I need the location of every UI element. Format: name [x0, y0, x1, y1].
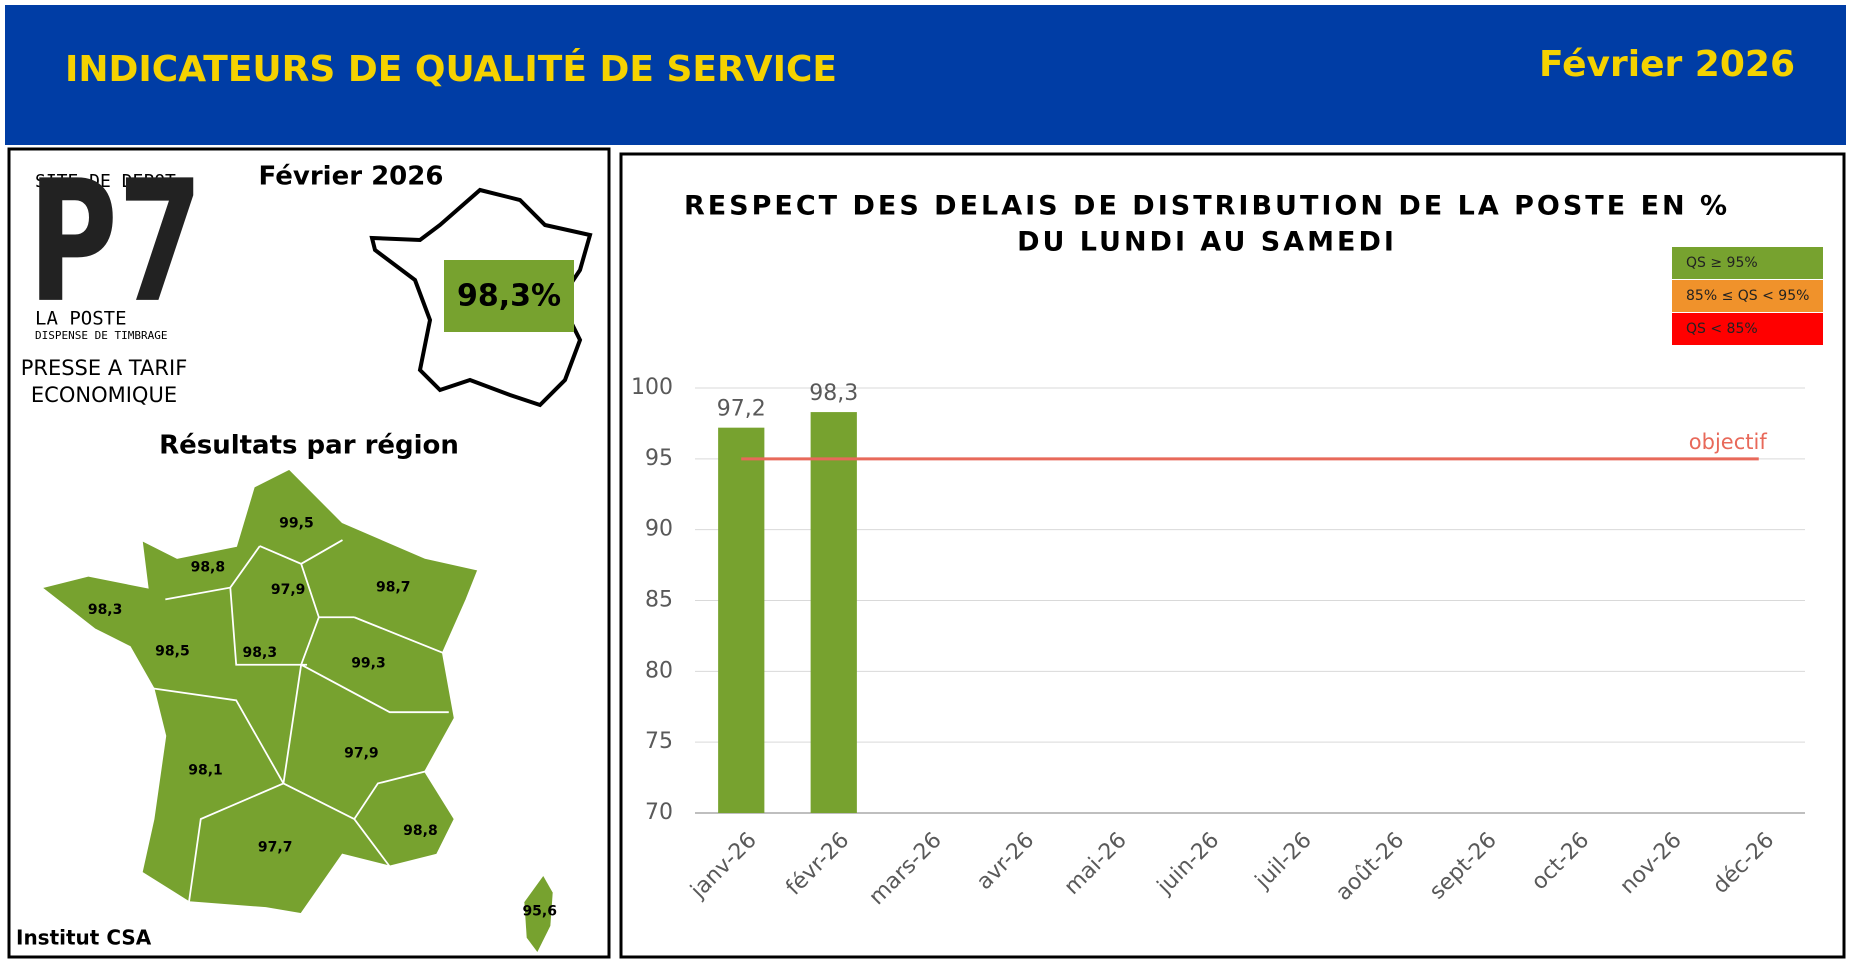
region-value: 98,3: [243, 645, 278, 661]
target-label: objectif: [1689, 430, 1768, 454]
bar: [718, 427, 765, 813]
region-value: 98,5: [155, 644, 190, 660]
region-value: 98,1: [188, 762, 223, 778]
brand: LA POSTE: [35, 308, 127, 330]
bar: [810, 412, 857, 813]
header-bar: [5, 5, 1846, 145]
x-tick-label: sept-26: [1425, 828, 1502, 905]
x-tick-label: juil-26: [1250, 828, 1317, 895]
region-value: 97,9: [271, 582, 306, 598]
corsica: [524, 876, 553, 952]
region-value: 99,5: [279, 515, 314, 531]
regions-title: Résultats par région: [159, 431, 459, 461]
region-value: 98,3: [88, 602, 123, 618]
header-date: Février 2026: [1539, 44, 1795, 85]
y-tick-label: 90: [645, 517, 673, 542]
legend-label: QS ≥ 95%: [1686, 255, 1758, 271]
y-tick-label: 75: [645, 729, 673, 754]
x-tick-label: août-26: [1331, 828, 1409, 906]
source: Institut CSA: [16, 926, 152, 950]
x-tick-label: mai-26: [1060, 828, 1132, 900]
x-tick-label: avr-26: [972, 828, 1039, 895]
legend-label: QS < 85%: [1686, 321, 1758, 337]
region-borders: [153, 539, 449, 903]
legend-label: 85% ≤ QS < 95%: [1686, 288, 1809, 304]
right-panel: [619, 152, 1846, 959]
region-value: 98,8: [191, 559, 226, 575]
chart-title: DU LUNDI AU SAMEDI: [1017, 227, 1397, 258]
region-value: 98,7: [376, 580, 411, 596]
region-value: 99,3: [351, 656, 386, 672]
chart-title: RESPECT DES DELAIS DE DISTRIBUTION DE LA…: [684, 191, 1730, 222]
legend-swatch: [1672, 247, 1823, 279]
x-tick-label: oct-26: [1527, 828, 1594, 895]
y-tick-label: 80: [645, 658, 673, 683]
x-tick-label: juin-26: [1152, 828, 1224, 900]
region-value: 97,7: [258, 840, 293, 856]
brand-sub: DISPENSE DE TIMBRAGE: [35, 329, 167, 342]
left-panel: [7, 147, 611, 959]
legend-swatch: [1672, 280, 1823, 312]
region-map: [39, 467, 553, 952]
value-label: 97,2: [717, 397, 766, 422]
site-code: P7: [28, 144, 203, 340]
value-label: 98,3: [809, 381, 858, 406]
x-tick-label: févr-26: [781, 828, 854, 901]
site-label: SITE DE DEPOT: [35, 171, 176, 192]
x-tick-label: mars-26: [864, 828, 946, 910]
legend-swatch: [1672, 313, 1823, 345]
national-value: 98,3%: [457, 279, 561, 314]
product-line: PRESSE A TARIF: [21, 356, 188, 380]
x-tick-label: déc-26: [1708, 828, 1779, 899]
y-tick-label: 70: [645, 800, 673, 825]
x-tick-label: nov-26: [1615, 828, 1686, 899]
x-tick-label: janv-26: [685, 828, 761, 904]
product-line: ECONOMIQUE: [31, 383, 177, 407]
region-value: 95,6: [522, 904, 557, 920]
y-tick-label: 85: [645, 588, 673, 613]
y-tick-label: 100: [631, 375, 673, 400]
chart: 70 75 80 85 90 95 100 QS ≥ 95% 85% ≤ QS < 95% QS …: [631, 247, 1823, 910]
region-value: 98,8: [403, 823, 438, 839]
national-box: [444, 260, 574, 332]
region-labels: 99,5 98,8 97,9 98,7 98,3 98,5 98,3 99,3 98,1 97,9…: [88, 515, 557, 919]
panel-date: Février 2026: [259, 162, 444, 192]
header-title: INDICATEURS DE QUALITÉ DE SERVICE: [65, 48, 837, 90]
region-value: 97,9: [344, 746, 379, 762]
y-tick-label: 95: [645, 446, 673, 471]
